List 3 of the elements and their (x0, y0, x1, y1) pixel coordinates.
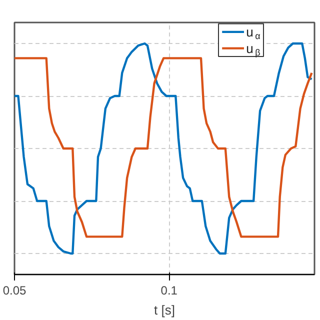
x-tick-label: 0.05 (2, 284, 27, 298)
x-tick-label: 0.1 (160, 284, 178, 298)
x-axis-title: t [s] (154, 302, 175, 318)
